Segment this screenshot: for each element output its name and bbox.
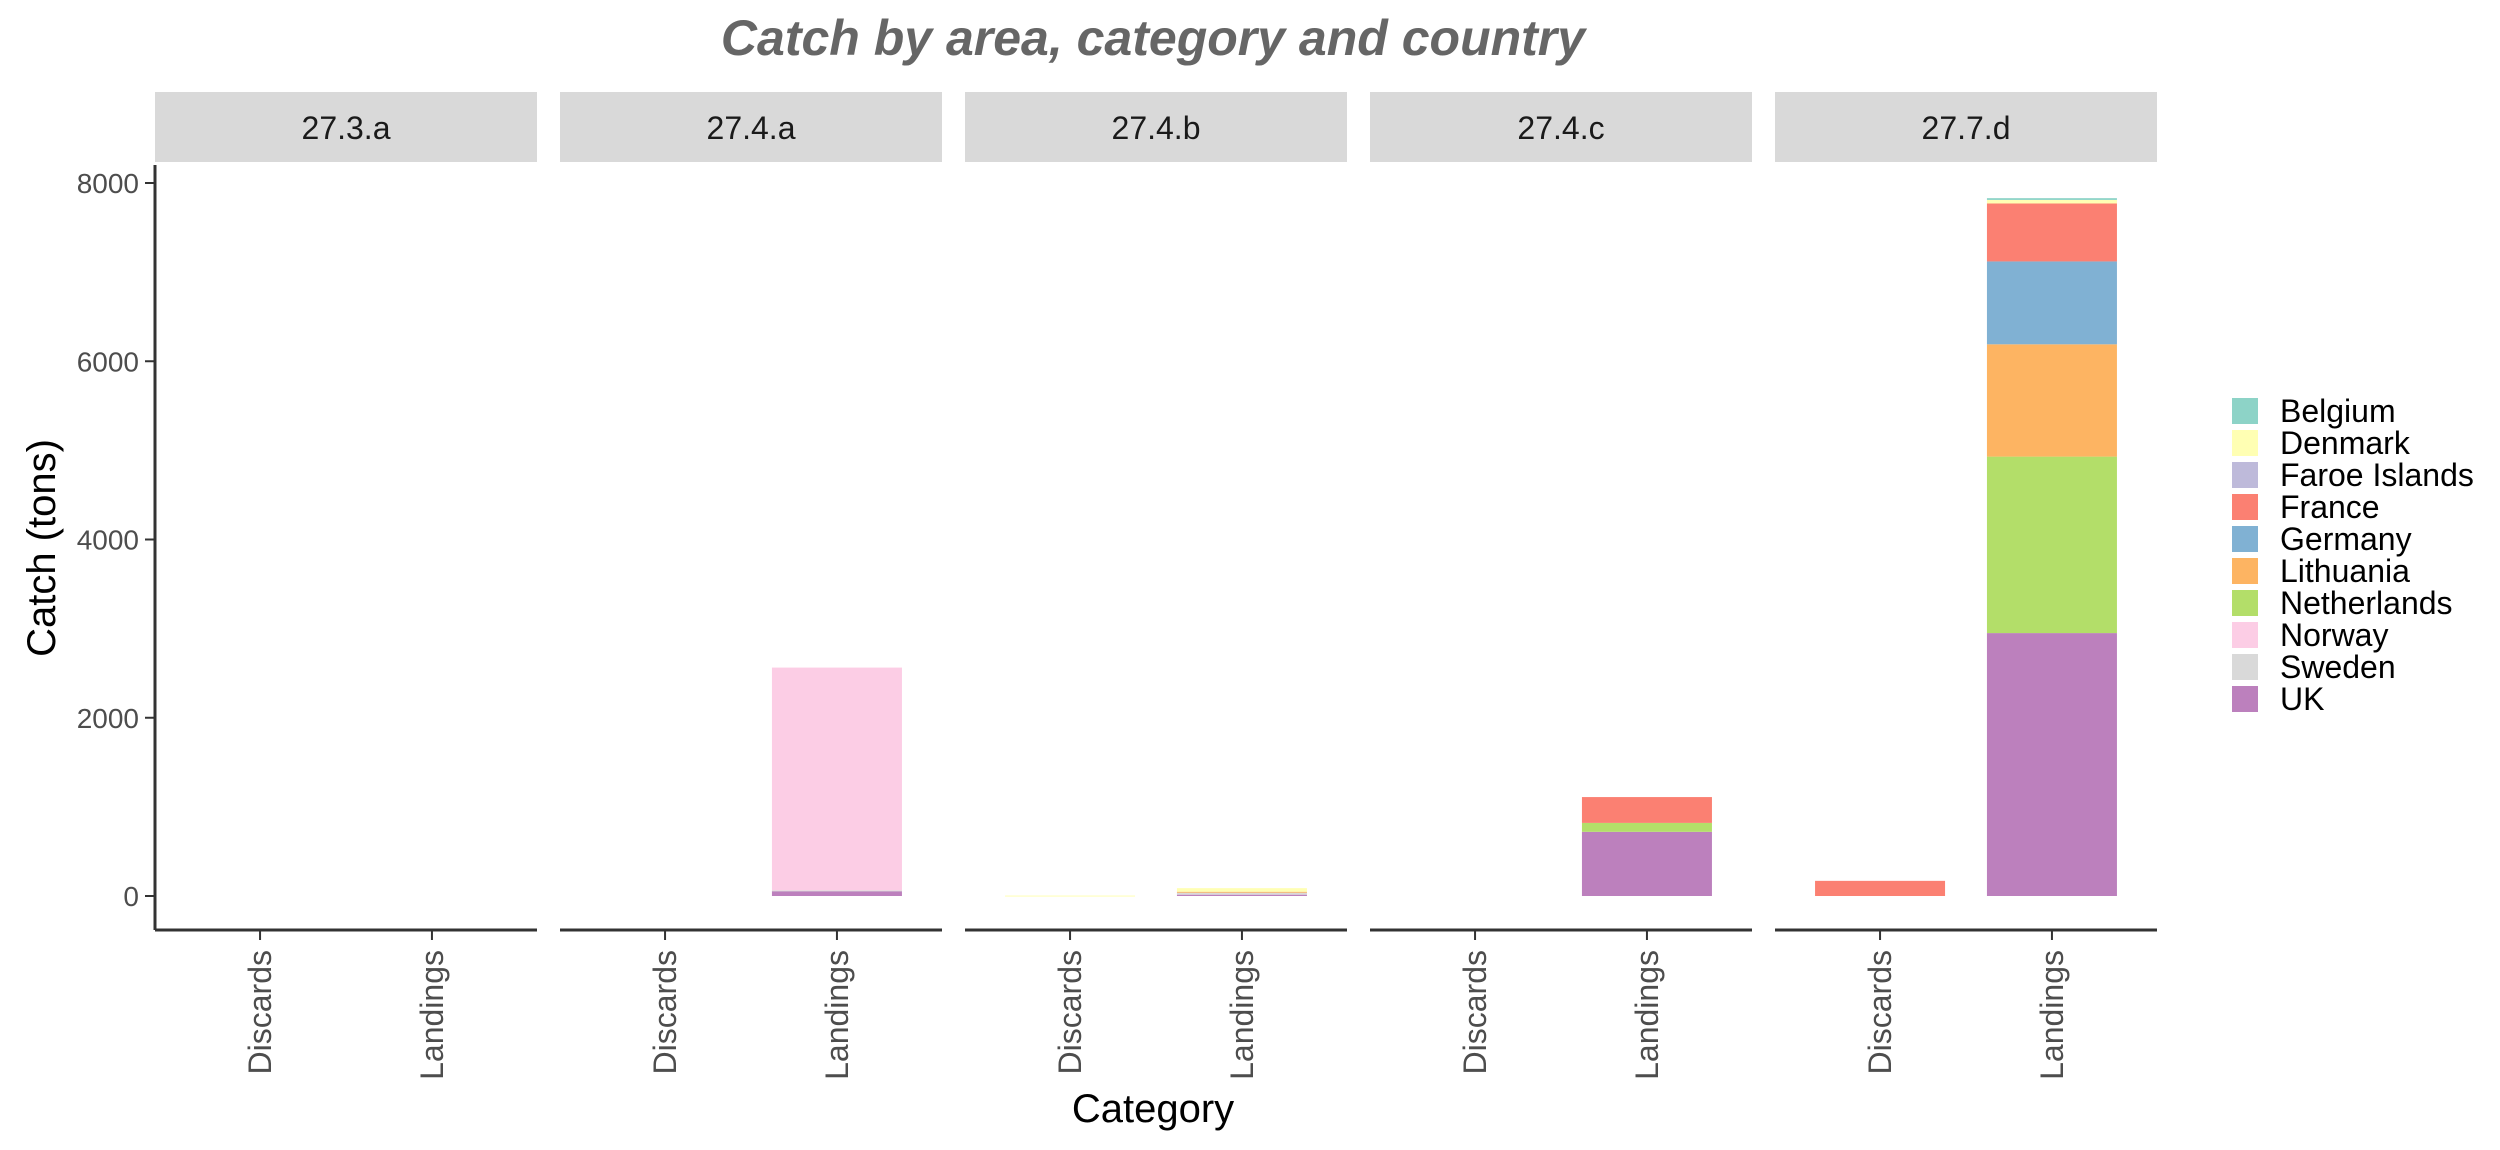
bar-segment [1005, 895, 1136, 897]
bar-segment [1581, 797, 1712, 823]
legend-label: Faroe Islands [2280, 457, 2474, 493]
facet-strip [560, 92, 942, 162]
bar-segment [1986, 344, 2117, 457]
facet-panel: 27.4.a Discards Landings [560, 92, 942, 1080]
legend-label: UK [2280, 681, 2324, 717]
y-tick-label: 8000 [77, 168, 139, 199]
legend-item: Belgium [2232, 393, 2396, 429]
facet-strip-label: 27.4.c [1517, 110, 1604, 146]
bar-segment [1176, 891, 1307, 893]
legend-item: Norway [2232, 617, 2388, 653]
chart-title: Catch by area, category and country [721, 10, 1587, 66]
y-axis: 0 2000 4000 6000 8000 [77, 165, 157, 930]
facet-strip [1370, 92, 1752, 162]
facet-panel: 27.4.b Discards Landings [965, 92, 1347, 1080]
x-tick-label: Landings [414, 950, 450, 1080]
x-tick-label: Discards [1052, 950, 1088, 1074]
legend-key [2232, 430, 2258, 456]
legend-label: Netherlands [2280, 585, 2453, 621]
bar-segment [1581, 831, 1712, 896]
legend-item: Sweden [2232, 649, 2396, 685]
facet-panel: 27.3.a Discards Landings [155, 92, 537, 1080]
legend-item: UK [2232, 681, 2324, 717]
y-tick-label: 2000 [77, 703, 139, 734]
bar-segment [771, 891, 902, 896]
facet-strip [155, 92, 537, 162]
bar-segment [771, 667, 902, 891]
bar-segment [1815, 880, 1946, 896]
bar-segment [1581, 822, 1712, 832]
x-tick-label: Landings [819, 950, 855, 1080]
x-tick-label: Landings [2034, 950, 2070, 1080]
legend-label: Denmark [2280, 425, 2411, 461]
legend-key [2232, 526, 2258, 552]
legend-key [2232, 494, 2258, 520]
y-tick-label: 6000 [77, 346, 139, 377]
legend-label: Lithuania [2280, 553, 2410, 589]
legend-label: Belgium [2280, 393, 2396, 429]
bar-segment [1986, 199, 2117, 204]
legend-key [2232, 622, 2258, 648]
facet-strip [965, 92, 1347, 162]
legend-item: Faroe Islands [2232, 457, 2474, 493]
legend-item: Denmark [2232, 425, 2411, 461]
facet-strip-label: 27.7.d [1922, 110, 2011, 146]
legend-item: Germany [2232, 521, 2412, 557]
legend-item: Lithuania [2232, 553, 2410, 589]
facet-strip-label: 27.3.a [302, 110, 391, 146]
legend-key [2232, 398, 2258, 424]
x-axis-title: Category [1072, 1087, 1234, 1131]
y-axis-title: Catch (tons) [20, 439, 64, 657]
x-tick-label: Landings [1224, 950, 1260, 1080]
legend-item: Netherlands [2232, 585, 2453, 621]
bar-segment [1986, 198, 2117, 200]
x-tick-label: Discards [242, 950, 278, 1074]
legend-key [2232, 686, 2258, 712]
bar-segment [1176, 888, 1307, 892]
facet-panel: 27.4.c Discards Landings [1370, 92, 1752, 1080]
legend-label: Norway [2280, 617, 2388, 653]
bar-segment [1986, 633, 2117, 896]
x-tick-label: Landings [1629, 950, 1665, 1080]
y-tick-label: 0 [123, 881, 139, 912]
facet-strip [1775, 92, 2157, 162]
facet-panels: 27.3.a Discards Landings 27.4.a Discards Land… [155, 92, 2157, 1080]
x-tick-label: Discards [1457, 950, 1493, 1074]
bar-segment [771, 890, 902, 892]
bar-segment [1176, 894, 1307, 896]
bar-segment [1986, 203, 2117, 262]
legend-key [2232, 590, 2258, 616]
bar-segment [1176, 892, 1307, 895]
legend-key [2232, 462, 2258, 488]
x-tick-label: Discards [1862, 950, 1898, 1074]
facet-strip-label: 27.4.a [707, 110, 796, 146]
facet-panel: 27.7.d Discards Landings [1775, 92, 2157, 1080]
y-tick-label: 4000 [77, 525, 139, 556]
bar-segment [1986, 456, 2117, 634]
legend-label: Germany [2280, 521, 2412, 557]
facet-strip-label: 27.4.b [1112, 110, 1201, 146]
legend-key [2232, 654, 2258, 680]
legend-label: France [2280, 489, 2380, 525]
legend-label: Sweden [2280, 649, 2396, 685]
legend-key [2232, 558, 2258, 584]
legend-item: France [2232, 489, 2380, 525]
bar-segment [1986, 261, 2117, 345]
x-tick-label: Discards [647, 950, 683, 1074]
